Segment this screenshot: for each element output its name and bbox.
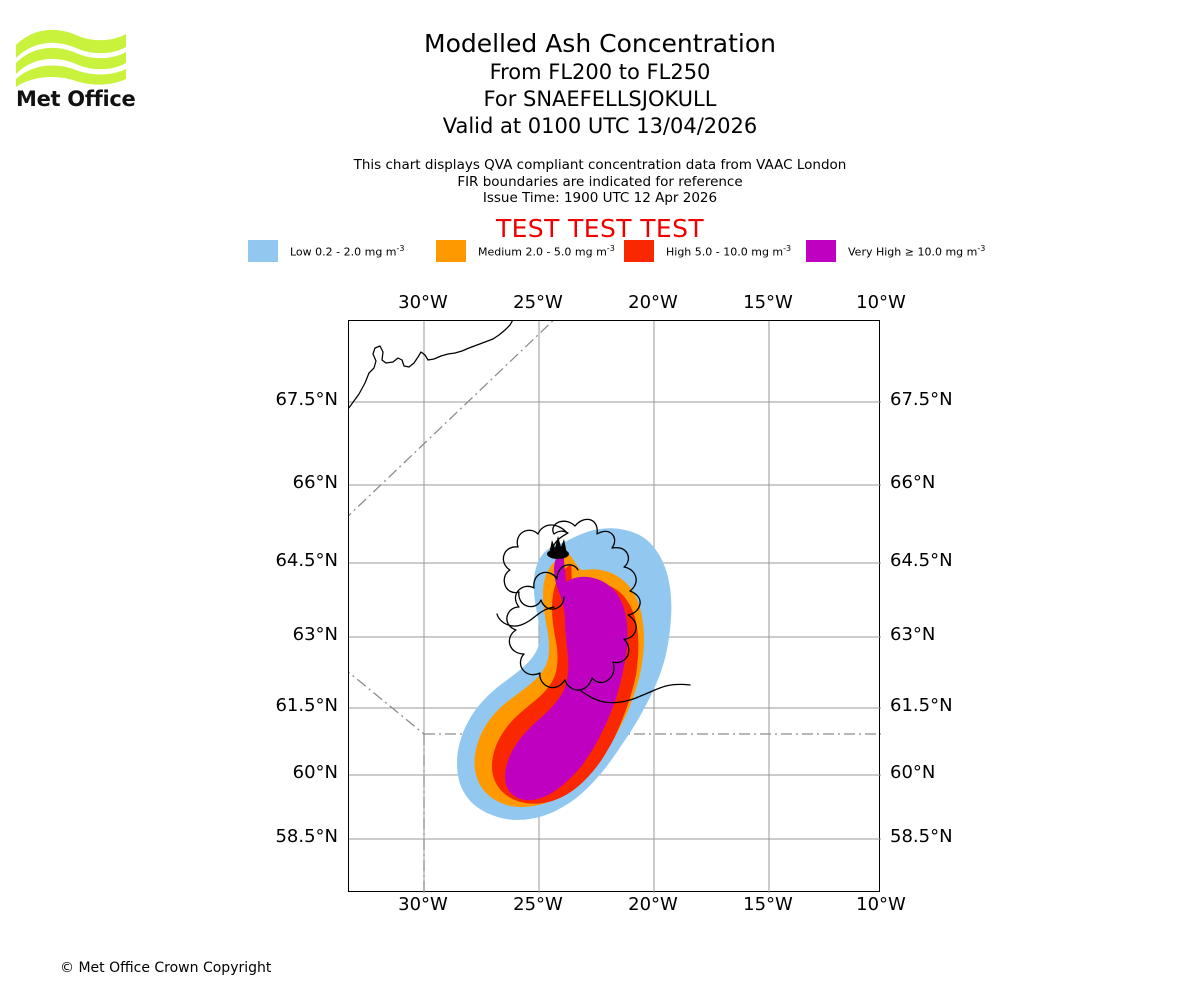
- lon-label-top-1: 25°W: [513, 292, 563, 313]
- ash-plume-contours: [457, 528, 672, 820]
- lon-label-bottom-0: 30°W: [398, 894, 448, 915]
- brand-name: Met Office: [16, 87, 136, 111]
- legend-swatch-1: [436, 240, 466, 262]
- ash-contour-very-high: [505, 549, 628, 801]
- fir-boundaries: [349, 321, 881, 893]
- lat-label-right-0: 67.5°N: [890, 389, 953, 410]
- lon-label-bottom-1: 25°W: [513, 894, 563, 915]
- lon-label-top-4: 10°W: [856, 292, 906, 313]
- lat-label-left-6: 58.5°N: [275, 826, 338, 847]
- lat-label-left-2: 64.5°N: [275, 550, 338, 571]
- lon-label-top-3: 15°W: [743, 292, 793, 313]
- lat-label-left-4: 61.5°N: [275, 695, 338, 716]
- lat-label-right-6: 58.5°N: [890, 826, 953, 847]
- map-plot-area[interactable]: [348, 320, 881, 893]
- subtitle-line-3: Issue Time: 1900 UTC 12 Apr 2026: [482, 190, 718, 206]
- lon-label-bottom-3: 15°W: [743, 894, 793, 915]
- legend-item-1: Medium 2.0 - 5.0 mg m-3: [436, 238, 615, 264]
- test-banner: TEST TEST TEST: [495, 214, 705, 243]
- lon-label-bottom-4: 10°W: [856, 894, 906, 915]
- legend-label-0: Low 0.2 - 2.0 mg m-3: [290, 243, 405, 259]
- title-line-4: Valid at 0100 UTC 13/04/2026: [442, 114, 758, 138]
- chart-subtitle-block: This chart displays QVA compliant concen…: [0, 157, 1200, 207]
- title-line-3: For SNAEFELLSJOKULL: [483, 87, 717, 111]
- lat-label-left-1: 66°N: [292, 472, 338, 493]
- subtitle-line-1: This chart displays QVA compliant concen…: [353, 157, 847, 173]
- legend-swatch-2: [624, 240, 654, 262]
- title-line-2: From FL200 to FL250: [489, 60, 711, 84]
- concentration-legend: Low 0.2 - 2.0 mg m-3 Medium 2.0 - 5.0 mg …: [0, 238, 1200, 264]
- subtitle-line-2: FIR boundaries are indicated for referen…: [457, 173, 743, 190]
- lat-label-left-0: 67.5°N: [275, 389, 338, 410]
- legend-label-3: Very High ≥ 10.0 mg m-3: [848, 243, 986, 259]
- legend-swatch-3: [806, 240, 836, 262]
- lat-label-left-3: 63°N: [292, 624, 338, 645]
- copyright-footer: © Met Office Crown Copyright: [60, 960, 272, 976]
- legend-item-2: High 5.0 - 10.0 mg m-3: [624, 238, 791, 264]
- lat-label-right-3: 63°N: [890, 624, 936, 645]
- lat-label-right-1: 66°N: [890, 472, 936, 493]
- lon-label-top-0: 30°W: [398, 292, 448, 313]
- lat-label-left-5: 60°N: [292, 762, 338, 783]
- legend-label-2: High 5.0 - 10.0 mg m-3: [666, 243, 792, 259]
- chart-title-block: Modelled Ash Concentration From FL200 to…: [0, 28, 1200, 140]
- lon-label-bottom-2: 20°W: [628, 894, 678, 915]
- legend-swatch-0: [248, 240, 278, 262]
- iceland-coastline: [496, 518, 691, 704]
- lat-label-right-2: 64.5°N: [890, 550, 953, 571]
- lat-label-right-4: 61.5°N: [890, 695, 953, 716]
- met-office-logo: Met Office: [14, 25, 144, 115]
- legend-item-0: Low 0.2 - 2.0 mg m-3: [248, 238, 405, 264]
- lat-label-right-5: 60°N: [890, 762, 936, 783]
- greenland-coastline: [349, 321, 514, 409]
- map-canvas: [349, 321, 881, 893]
- legend-label-1: Medium 2.0 - 5.0 mg m-3: [478, 243, 615, 259]
- legend-item-3: Very High ≥ 10.0 mg m-3: [806, 238, 985, 264]
- volcano-icon: [547, 536, 569, 559]
- wave-logo-icon: [16, 29, 126, 87]
- title-line-1: Modelled Ash Concentration: [424, 29, 776, 58]
- lon-label-top-2: 20°W: [628, 292, 678, 313]
